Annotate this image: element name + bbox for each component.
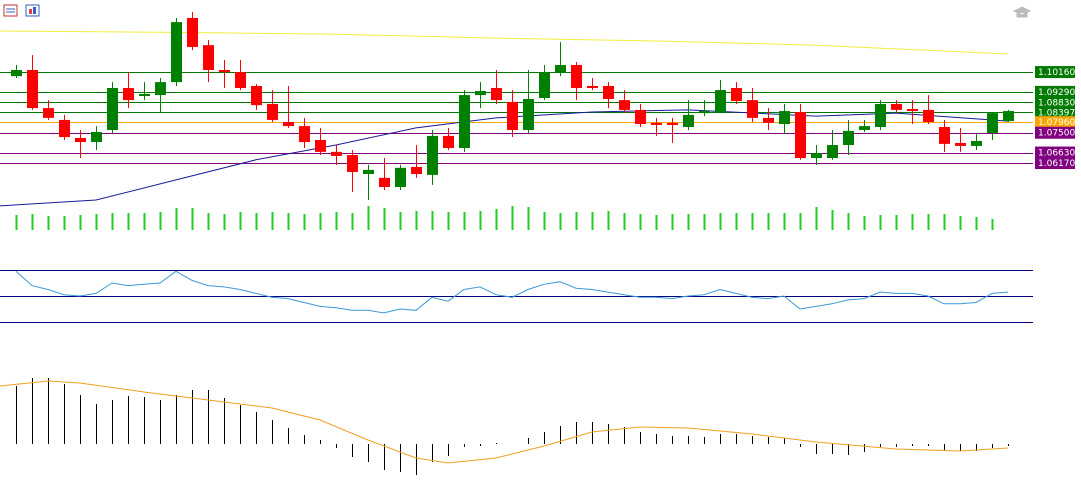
candle-body: [715, 90, 726, 112]
candle-body: [859, 126, 870, 130]
price-label: 1.06170: [1038, 159, 1075, 169]
rsi-line: [15, 270, 1009, 314]
candle-body: [731, 88, 742, 102]
candle-body: [331, 151, 342, 156]
candle-body: [123, 88, 134, 101]
icon[interactable]: [3, 4, 18, 17]
candle-body: [27, 70, 38, 109]
candle-body: [571, 64, 582, 89]
candle-body: [763, 117, 774, 123]
candle-body: [107, 88, 118, 130]
candle-body: [587, 85, 598, 89]
price-label-bg: [1035, 126, 1075, 139]
candle-body: [555, 64, 566, 73]
help-icon[interactable]: [1012, 6, 1032, 18]
candle-body: [235, 72, 246, 89]
candle-body: [395, 167, 406, 187]
candle-body: [91, 132, 102, 143]
price-label-bg: [1035, 116, 1075, 129]
candle-body: [475, 90, 486, 96]
price-label-bg: [1035, 157, 1075, 170]
candle-body: [43, 108, 54, 118]
candle-body: [187, 18, 198, 47]
candle-body: [923, 109, 934, 122]
toolbar-icons: [3, 4, 1032, 18]
candle-body: [155, 82, 166, 96]
price-label-bg: [1035, 96, 1075, 109]
candle-body: [955, 142, 966, 146]
moving-average: [0, 109, 1009, 207]
candle-body: [219, 70, 230, 73]
candle-body: [971, 140, 982, 146]
candle-body: [459, 95, 470, 148]
candle-body: [747, 100, 758, 118]
price-label: 1.07960: [1038, 118, 1075, 128]
candle-body: [619, 100, 630, 110]
candle-body: [811, 153, 822, 159]
price-label-bg: [1035, 146, 1075, 159]
price-label-bg: [1035, 106, 1075, 119]
candle-body: [171, 22, 182, 83]
candle-body: [635, 109, 646, 125]
candle-body: [891, 103, 902, 110]
candle-body: [507, 101, 518, 130]
candle-body: [795, 111, 806, 159]
candle-body: [251, 85, 262, 106]
candle-body: [907, 108, 918, 112]
candle-body: [699, 111, 710, 114]
candle-body: [411, 166, 422, 174]
candle-body: [651, 122, 662, 125]
candle-body: [427, 135, 438, 175]
candle-body: [843, 130, 854, 146]
candle-body: [603, 85, 614, 99]
icon-bar: [33, 7, 36, 14]
candle-body: [1003, 111, 1014, 122]
candle-body: [363, 169, 374, 174]
candle-body: [939, 127, 950, 144]
candle-body: [299, 126, 310, 143]
price-label: 1.09290: [1038, 88, 1075, 98]
candle-body: [491, 88, 502, 101]
candle-body: [379, 177, 390, 187]
price-label: 1.08397: [1038, 108, 1075, 118]
candle-body: [443, 135, 454, 148]
candle-body: [59, 119, 70, 138]
macd-signal: [0, 380, 1009, 464]
price-label-bg: [1035, 85, 1075, 98]
candle-body: [283, 121, 294, 127]
candle-body: [683, 114, 694, 128]
price-label: 1.06630: [1038, 149, 1075, 159]
candle-body: [347, 155, 358, 172]
candle-body: [827, 145, 838, 159]
candle-body: [875, 103, 886, 128]
candle-body: [139, 93, 150, 97]
candle-body: [75, 137, 86, 143]
candle-body: [667, 122, 678, 125]
candle-body: [987, 113, 998, 133]
price-label: 1.10160: [1038, 68, 1075, 78]
candle-body: [203, 45, 214, 71]
candle-body: [523, 98, 534, 130]
price-label: 1.08830: [1038, 98, 1075, 108]
price-label: 1.07500: [1038, 129, 1075, 139]
icon[interactable]: [25, 4, 40, 17]
candle-body: [315, 140, 326, 152]
candle-body: [779, 111, 790, 125]
price-label-bg: [1035, 66, 1075, 79]
candle-body: [539, 72, 550, 99]
candle-body: [267, 103, 278, 120]
moving-average: [0, 30, 1009, 55]
icon-bar: [29, 9, 32, 14]
candle-body: [11, 70, 22, 77]
